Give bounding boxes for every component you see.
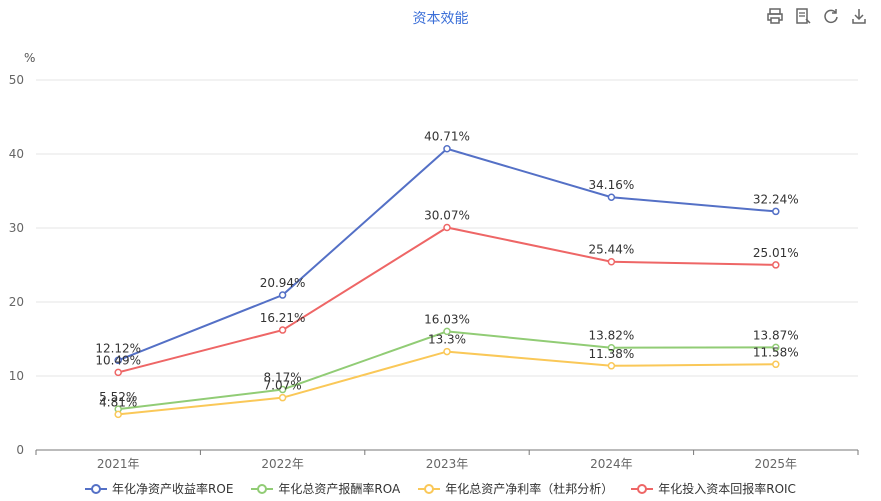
legend-item[interactable]: 年化净资产收益率ROE (85, 480, 233, 497)
data-point (607, 193, 616, 201)
data-point (772, 261, 780, 269)
data-point (772, 343, 780, 352)
data-label: 32.24% (753, 192, 799, 206)
legend-item[interactable]: 年化总资产净利率（杜邦分析） (418, 480, 613, 497)
data-label: 13.3% (428, 333, 466, 347)
legend-label: 年化总资产报酬率ROA (278, 482, 401, 496)
legend-swatch (85, 483, 108, 495)
axes: 0 10 20 30 40 50 2021年 2022年 2023年 2024年 2025年 (9, 73, 859, 471)
y-axis-unit: % (24, 51, 36, 65)
data-label: 11.38% (589, 347, 635, 361)
legend-label: 年化净资产收益率ROE (112, 482, 234, 496)
data-label: 16.03% (424, 312, 470, 326)
data-point (114, 410, 122, 419)
data-point (772, 207, 780, 216)
legend-swatch (631, 483, 654, 495)
data-point (443, 347, 451, 356)
data-point (278, 326, 287, 334)
data-label: 4.81% (99, 395, 137, 409)
legend-swatch (251, 483, 274, 495)
x-tick-label: 2023年 (426, 457, 469, 471)
data-view-icon[interactable] (793, 6, 813, 26)
legend-swatch (418, 483, 441, 495)
legend-item[interactable]: 年化投入资本回报率ROIC (631, 480, 796, 497)
data-label: 7.07% (264, 379, 302, 393)
data-label: 11.58% (753, 345, 799, 359)
data-label: 12.12% (95, 341, 141, 355)
data-point (607, 362, 616, 370)
x-tick-label: 2025年 (755, 457, 798, 471)
data-point (443, 223, 451, 232)
data-label: 40.71% (424, 130, 470, 144)
legend-label: 年化投入资本回报率ROIC (658, 482, 796, 496)
y-tick-label: 50 (9, 73, 24, 87)
data-label: 13.87% (753, 328, 799, 342)
chart-toolbar (765, 6, 869, 26)
series-lines (114, 144, 780, 419)
x-tick-label: 2024年 (590, 457, 633, 471)
data-point (443, 144, 451, 153)
data-label: 20.94% (260, 276, 306, 290)
data-point (114, 368, 122, 377)
x-tick-label: 2022年 (261, 457, 304, 471)
data-point (278, 385, 287, 394)
legend: 年化净资产收益率ROE 年化总资产报酬率ROA 年化总资产净利率（杜邦分析） 年化投入… (0, 480, 881, 497)
data-label: 8.17% (264, 371, 302, 385)
legend-label: 年化总资产净利率（杜邦分析） (445, 482, 614, 496)
chart-title: 资本效能 (412, 11, 469, 27)
data-point (443, 327, 451, 336)
data-label: 25.01% (753, 246, 799, 260)
series-line (118, 350, 776, 416)
refresh-icon[interactable] (821, 6, 841, 26)
data-labels: 12.12% 20.94% 40.71% 34.16% 32.24% 5.52% 8.17%… (95, 130, 798, 410)
data-label: 5.52% (99, 390, 137, 404)
data-point (607, 257, 616, 266)
data-label: 16.21% (260, 311, 306, 325)
data-label: 30.07% (424, 208, 470, 222)
y-tick-label: 20 (9, 295, 24, 309)
y-tick-label: 40 (9, 147, 24, 161)
data-point (772, 360, 780, 369)
data-label: 34.16% (589, 178, 635, 192)
data-point (278, 291, 287, 299)
print-icon[interactable] (765, 6, 785, 26)
data-label: 10.49% (95, 353, 141, 367)
legend-item[interactable]: 年化总资产报酬率ROA (251, 480, 400, 497)
data-label: 13.82% (589, 329, 635, 343)
data-point (607, 343, 616, 352)
data-point (278, 393, 287, 402)
y-tick-label: 10 (9, 369, 24, 383)
data-point (114, 356, 122, 365)
y-tick-label: 30 (9, 221, 24, 235)
data-label: 25.44% (589, 243, 635, 257)
x-tick-label: 2021年 (97, 457, 140, 471)
y-tick-label: 0 (16, 443, 24, 457)
download-icon[interactable] (849, 6, 869, 26)
